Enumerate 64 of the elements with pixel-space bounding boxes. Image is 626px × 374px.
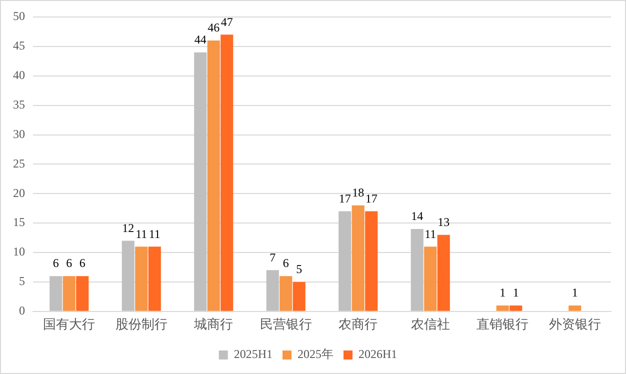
data-label: 7 [270, 250, 276, 264]
bar [292, 282, 306, 311]
bar [266, 270, 279, 311]
x-tick-label: 民营银行 [260, 316, 312, 332]
x-tick-label: 城商行 [193, 316, 234, 332]
y-tick-label: 40 [13, 68, 25, 82]
bar [410, 228, 424, 311]
legend-label: 2026H1 [358, 347, 398, 362]
bar [50, 276, 62, 311]
bar [568, 306, 582, 311]
bar [510, 306, 522, 311]
bar [352, 205, 364, 311]
x-tick-label: 农信社 [410, 316, 450, 332]
data-label: 11 [148, 226, 160, 241]
y-tick-label: 10 [13, 244, 25, 259]
x-tick-label: 国有大行 [43, 316, 96, 332]
bar [207, 40, 220, 311]
y-tick-label: 35 [13, 97, 25, 112]
data-label: 11 [136, 226, 148, 241]
y-tick-label: 5 [19, 274, 25, 288]
bar [365, 211, 378, 311]
y-tick-label: 45 [13, 38, 25, 53]
data-label: 11 [424, 226, 436, 241]
legend-label: 2025年 [298, 347, 334, 362]
bar [338, 211, 352, 311]
bar [135, 246, 148, 311]
y-tick-label: 30 [13, 126, 25, 141]
data-label: 13 [438, 215, 450, 230]
bar [437, 234, 450, 311]
data-label: 17 [338, 191, 351, 206]
bar [496, 306, 509, 311]
x-tick-label: 直销银行 [476, 316, 529, 332]
y-tick-label: 50 [13, 9, 25, 24]
bar [148, 246, 161, 311]
data-label: 47 [220, 14, 233, 29]
data-label: 1 [512, 286, 519, 300]
bar [62, 276, 76, 311]
data-label: 12 [122, 220, 134, 235]
data-label: 6 [66, 256, 72, 270]
bar [122, 240, 134, 311]
data-label: 5 [296, 262, 302, 276]
legend-label: 2025H1 [234, 347, 273, 362]
y-tick-label: 15 [13, 215, 25, 230]
data-label: 6 [52, 256, 59, 270]
data-label: 17 [365, 191, 378, 206]
data-label: 6 [79, 256, 86, 270]
x-tick-label: 农商行 [338, 316, 378, 332]
y-tick-label: 0 [19, 304, 25, 318]
bar [220, 34, 234, 311]
y-tick-label: 20 [13, 186, 25, 200]
bar [280, 276, 292, 311]
data-label: 6 [282, 256, 289, 270]
data-label: 46 [208, 20, 220, 35]
data-label: 1 [572, 286, 578, 300]
y-tick-label: 25 [13, 156, 25, 170]
x-tick-label: 外资银行 [548, 316, 601, 332]
x-tick-label: 股份制行 [115, 316, 168, 332]
bar [194, 52, 207, 311]
data-label: 18 [352, 186, 364, 200]
data-label: 14 [411, 209, 424, 224]
bar [424, 246, 437, 311]
data-label: 44 [194, 32, 206, 46]
data-label: 1 [500, 286, 506, 300]
bar [76, 276, 89, 311]
